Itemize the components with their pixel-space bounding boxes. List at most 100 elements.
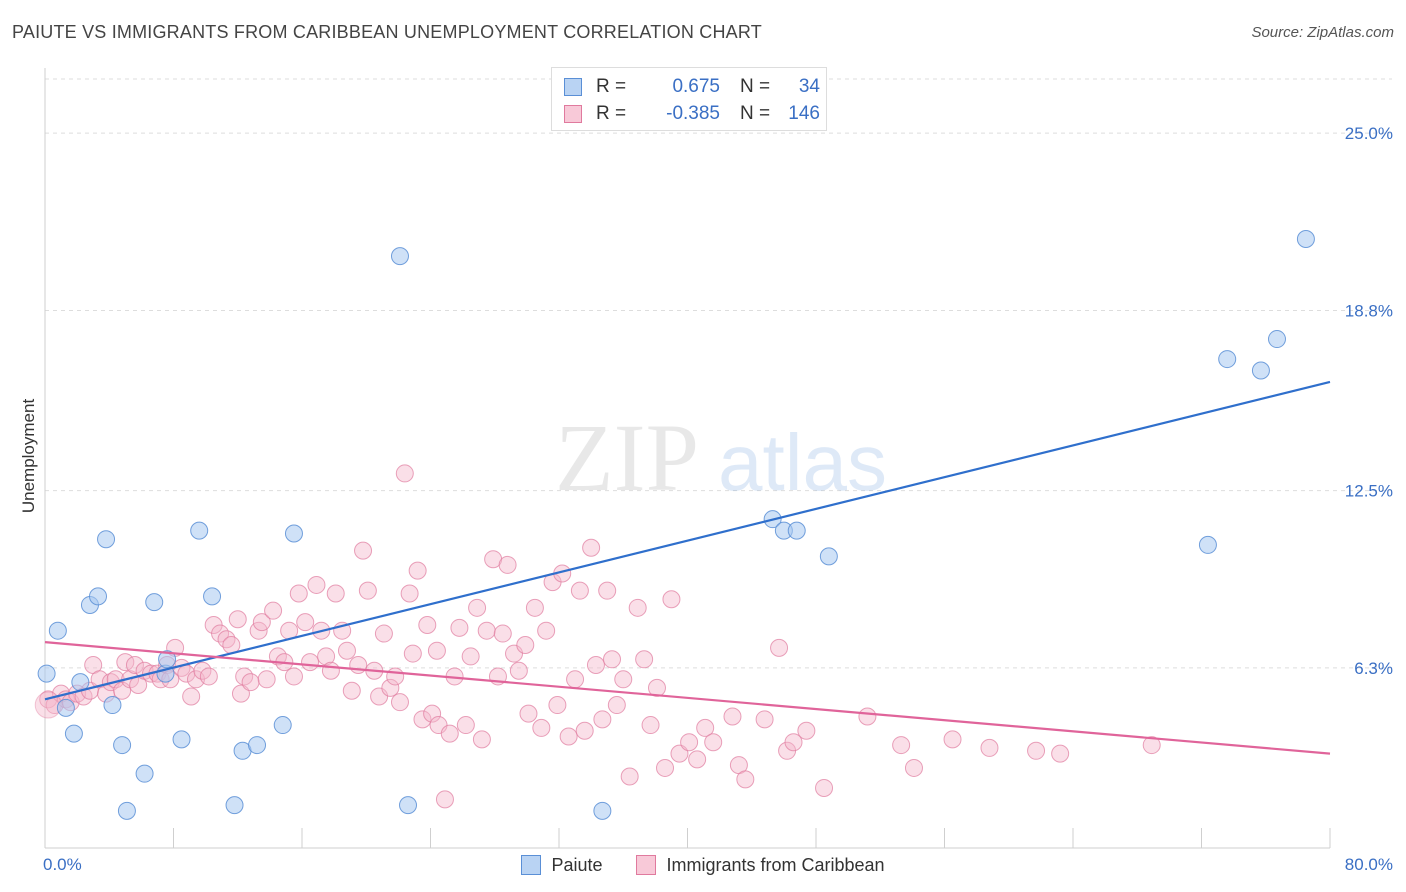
caribbean-point [1027,741,1046,760]
caribbean-point [493,624,512,643]
caribbean-point [125,656,144,675]
caribbean-point [892,736,911,755]
caribbean-point [440,724,459,743]
caribbean-point [586,656,605,675]
watermark-atlas: atlas [718,418,887,507]
caribbean-point [418,615,437,634]
caribbean-point [607,696,626,715]
y-tick-label: 12.5% [1345,482,1393,501]
legend-label-paiute: Paiute [551,854,603,875]
caribbean-point [980,738,999,757]
paiute-point [117,801,136,820]
paiute-point [225,796,244,815]
caribbean-point [435,790,454,809]
caribbean-point [770,638,789,657]
caribbean-point [289,584,308,603]
paiute-point [399,796,418,815]
caribbean-point [548,696,567,715]
watermark: ZIP atlas [555,404,887,511]
caribbean-point [532,718,551,737]
caribbean-point [582,538,601,557]
caribbean-point [943,730,962,749]
caribbean-point [598,581,617,600]
paiute-point [48,621,67,640]
caribbean-point [858,707,877,726]
caribbean-point [680,733,699,752]
caribbean-point [307,575,326,594]
x-tick-label: 80.0% [1345,855,1393,874]
caribbean-point [386,667,405,686]
legend-item-caribbean: Immigrants from Caribbean [636,855,885,876]
caribbean-point [337,641,356,660]
legend-swatch-paiute [564,78,582,96]
caribbean-point [423,704,442,723]
caribbean-point [400,584,419,603]
caribbean-point [301,653,320,672]
paiute-point [56,698,75,717]
caribbean-point [647,678,666,697]
caribbean-point [575,721,594,740]
caribbean-point [628,598,647,617]
paiute-point [1296,229,1315,248]
caribbean-point [228,610,247,629]
caribbean-point [413,710,432,729]
paiute-point [64,724,83,743]
caribbean-point [620,767,639,786]
paiute-point [273,716,292,735]
legend-item-paiute: Paiute [521,855,602,876]
legend-row-paiute: R = 0.675 N = 34 [564,73,820,101]
paiute-point [145,593,164,612]
caribbean-point [723,707,742,726]
paiute-point [37,664,56,683]
caribbean-point [358,581,377,600]
legend-r-label: R = [596,76,627,97]
caribbean-point [374,624,393,643]
caribbean-point [468,598,487,617]
paiute-point [103,696,122,715]
paiute-point [97,530,116,549]
caribbean-point [381,678,400,697]
paiute-point [1218,350,1237,369]
caribbean-point [1051,744,1070,763]
paiute-point [172,730,191,749]
caribbean-point [182,687,201,706]
caribbean-point [904,758,923,777]
legend-swatch-caribbean [564,105,582,123]
caribbean-point [257,670,276,689]
caribbean-point [603,650,622,669]
watermark-zip: ZIP [555,404,699,511]
caribbean-point [662,590,681,609]
series-legend: Paiute Immigrants from Caribbean [0,852,1406,878]
paiute-point [203,587,222,606]
paiute-point [1251,361,1270,380]
caribbean-point [1142,736,1161,755]
caribbean-point [199,667,218,686]
caribbean-point [516,635,535,654]
caribbean-point [704,733,723,752]
caribbean-point [461,647,480,666]
x-tick-label: 0.0% [43,855,82,874]
chart-source: Source: ZipAtlas.com [1251,24,1394,41]
paiute-point [248,736,267,755]
paiute-point [1267,330,1286,349]
legend-n-label: N = [740,103,771,124]
caribbean-points [34,464,1161,809]
legend-n-value: 34 [798,76,820,97]
paiute-point [158,650,177,669]
caribbean-point [477,621,496,640]
caribbean-point [284,667,303,686]
caribbean-point [736,770,755,789]
caribbean-point [349,656,368,675]
y-tick-label: 25.0% [1345,124,1393,143]
caribbean-point [390,693,409,712]
caribbean-point [408,561,427,580]
caribbean-point [326,584,345,603]
paiute-point [593,801,612,820]
caribbean-point [241,673,260,692]
caribbean-point [537,621,556,640]
caribbean-point [656,758,675,777]
paiute-trend-line [44,380,1331,701]
paiute-point [390,247,409,266]
legend-n-label: N = [740,76,771,97]
